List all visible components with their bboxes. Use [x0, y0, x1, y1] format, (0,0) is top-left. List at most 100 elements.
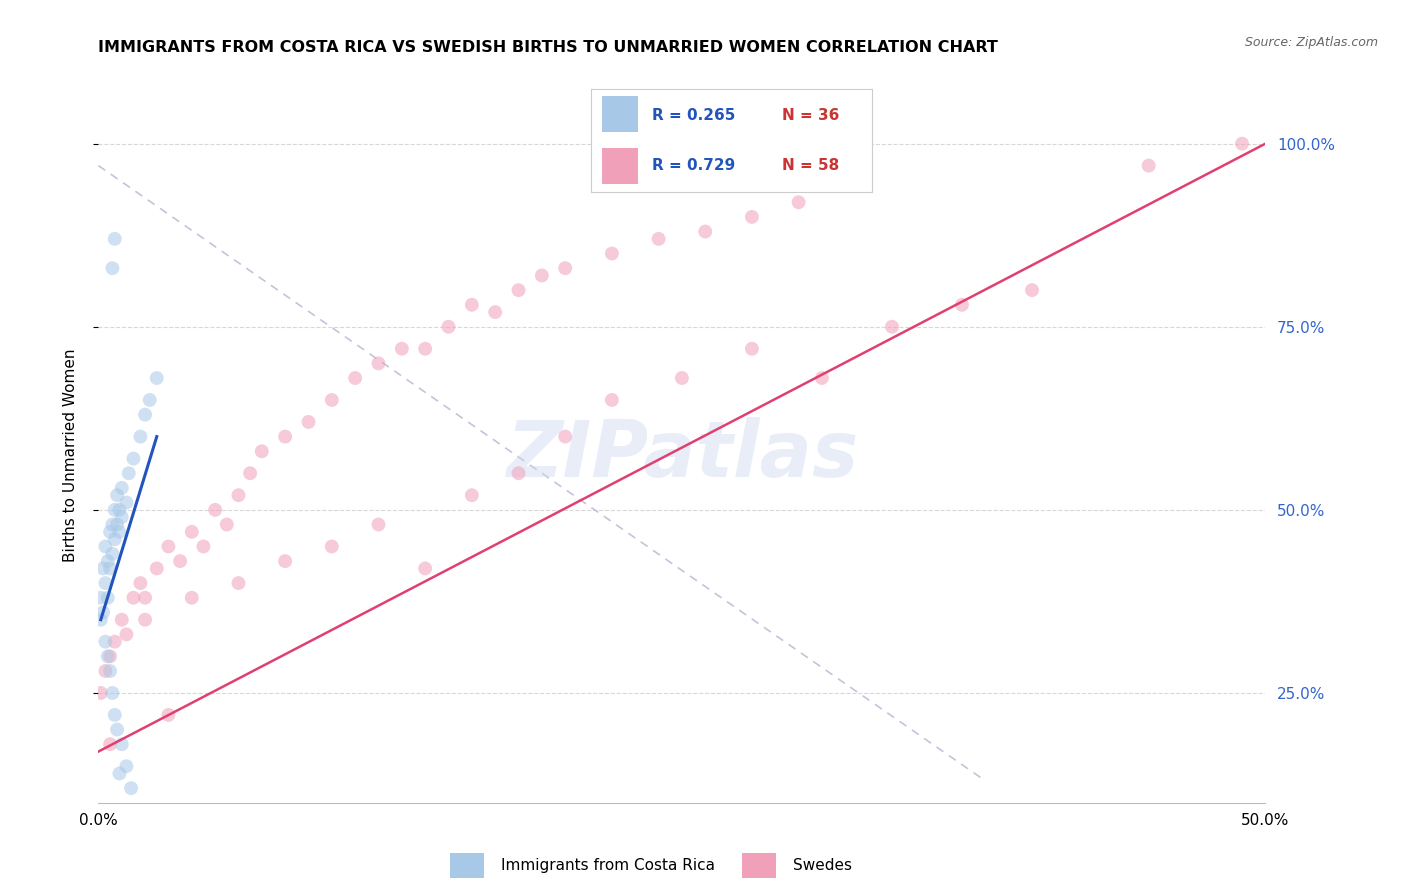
Point — [105, 723, 128, 737]
Point — [98, 737, 121, 751]
Point — [122, 591, 145, 605]
Point — [104, 503, 127, 517]
Point — [880, 319, 903, 334]
Point — [180, 524, 202, 539]
Point — [98, 664, 121, 678]
Point — [108, 524, 131, 539]
Point — [1230, 136, 1253, 151]
Point — [111, 613, 134, 627]
Point — [94, 634, 117, 648]
Point — [344, 371, 367, 385]
Point — [671, 371, 693, 385]
Point — [94, 576, 117, 591]
Point — [695, 225, 717, 239]
Point — [367, 517, 389, 532]
Point — [787, 195, 810, 210]
Point — [97, 649, 120, 664]
FancyBboxPatch shape — [602, 96, 638, 132]
Point — [104, 232, 127, 246]
Point — [274, 429, 297, 443]
FancyBboxPatch shape — [742, 853, 776, 878]
Point — [120, 781, 142, 796]
Point — [297, 415, 319, 429]
Point — [741, 210, 763, 224]
Text: R = 0.729: R = 0.729 — [652, 158, 735, 173]
Point — [228, 488, 250, 502]
Point — [104, 707, 127, 722]
Point — [180, 591, 202, 605]
Point — [413, 342, 436, 356]
Text: Swedes: Swedes — [793, 858, 852, 872]
Point — [321, 392, 343, 407]
Point — [193, 540, 215, 554]
Point — [461, 298, 484, 312]
Point — [461, 488, 484, 502]
Point — [157, 540, 180, 554]
Point — [122, 451, 145, 466]
Point — [101, 261, 124, 276]
Point — [134, 408, 156, 422]
Text: Source: ZipAtlas.com: Source: ZipAtlas.com — [1244, 36, 1378, 49]
Point — [1021, 283, 1043, 297]
Point — [484, 305, 506, 319]
Text: R = 0.265: R = 0.265 — [652, 108, 735, 123]
Point — [118, 467, 141, 481]
Point — [134, 591, 156, 605]
Point — [554, 429, 576, 443]
Point — [741, 342, 763, 356]
Text: N = 36: N = 36 — [782, 108, 839, 123]
Point — [91, 606, 114, 620]
Point — [146, 561, 169, 575]
Point — [950, 298, 973, 312]
Point — [98, 561, 121, 575]
Point — [90, 686, 112, 700]
Point — [129, 576, 152, 591]
Point — [139, 392, 162, 407]
Point — [108, 766, 131, 780]
Point — [228, 576, 250, 591]
Point — [115, 495, 138, 509]
Point — [508, 467, 530, 481]
Point — [111, 481, 134, 495]
Point — [169, 554, 191, 568]
Point — [157, 707, 180, 722]
Point — [101, 686, 124, 700]
Point — [94, 664, 117, 678]
Point — [413, 561, 436, 575]
Point — [530, 268, 553, 283]
Point — [105, 517, 128, 532]
Point — [600, 392, 623, 407]
Text: N = 58: N = 58 — [782, 158, 839, 173]
Point — [90, 613, 112, 627]
Point — [97, 591, 120, 605]
Point — [90, 591, 112, 605]
Point — [101, 547, 124, 561]
Point — [98, 649, 121, 664]
Point — [215, 517, 238, 532]
Point — [104, 634, 127, 648]
Point — [94, 540, 117, 554]
Point — [115, 759, 138, 773]
Point — [111, 510, 134, 524]
Point — [115, 627, 138, 641]
Point — [129, 429, 152, 443]
Point — [108, 503, 131, 517]
Y-axis label: Births to Unmarried Women: Births to Unmarried Women — [63, 348, 77, 562]
Point — [600, 246, 623, 260]
Text: Immigrants from Costa Rica: Immigrants from Costa Rica — [501, 858, 714, 872]
Point — [647, 232, 669, 246]
Point — [91, 561, 114, 575]
Point — [250, 444, 273, 458]
Point — [508, 283, 530, 297]
Point — [101, 517, 124, 532]
Point — [111, 737, 134, 751]
Point — [97, 554, 120, 568]
Point — [391, 342, 413, 356]
Point — [204, 503, 226, 517]
FancyBboxPatch shape — [602, 148, 638, 184]
Point — [105, 488, 128, 502]
Text: IMMIGRANTS FROM COSTA RICA VS SWEDISH BIRTHS TO UNMARRIED WOMEN CORRELATION CHAR: IMMIGRANTS FROM COSTA RICA VS SWEDISH BI… — [98, 40, 998, 55]
Point — [367, 356, 389, 370]
Point — [554, 261, 576, 276]
Point — [98, 524, 121, 539]
